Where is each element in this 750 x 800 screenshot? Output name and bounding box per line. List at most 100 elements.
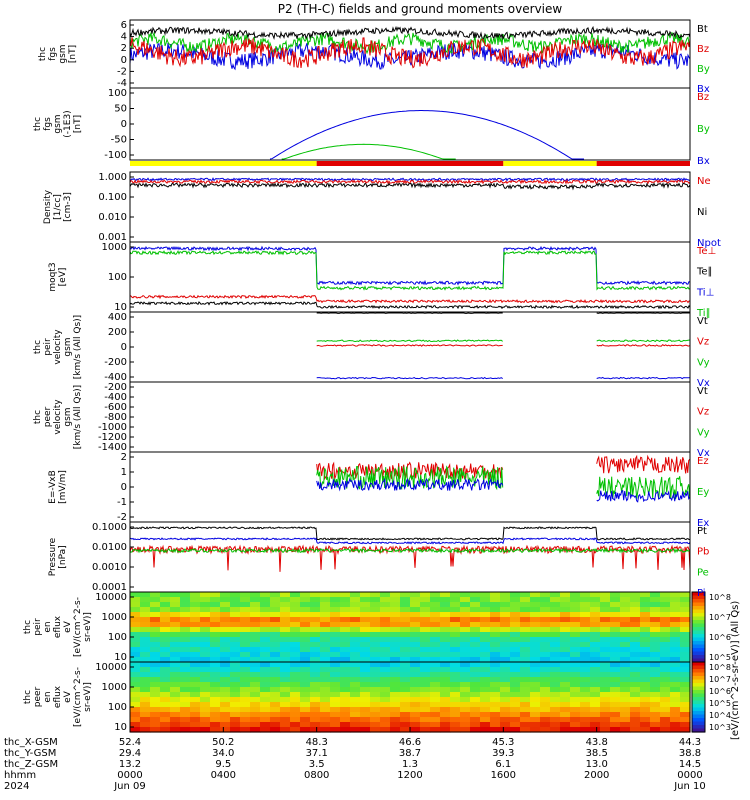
spectrogram-cell <box>330 727 341 733</box>
spectrogram-cell <box>530 602 541 608</box>
vy-line <box>596 339 690 343</box>
spectrogram-cell <box>640 607 651 613</box>
spectrogram-cell <box>190 672 201 678</box>
spectrogram-cell <box>180 657 191 663</box>
spectrogram-cell <box>130 707 141 713</box>
spectrogram-cell <box>620 652 631 658</box>
spectrogram-cell <box>560 687 571 693</box>
spectrogram-cell <box>530 622 541 628</box>
spectrogram-cell <box>480 727 491 733</box>
spectrogram-cell <box>610 637 621 643</box>
spectrogram-cell <box>440 712 451 718</box>
spectrogram-cell <box>480 627 491 633</box>
spectrogram-cell <box>200 667 211 673</box>
spectrogram-cell <box>350 697 361 703</box>
spectrogram-cell <box>300 652 311 658</box>
y-tick-label: 0.100 <box>98 192 127 203</box>
spectrogram-cell <box>590 702 601 708</box>
spectrogram-cell <box>570 657 581 663</box>
spectrogram-cell <box>630 672 641 678</box>
y-axis-label: [km/s (All Qs)] <box>73 315 83 379</box>
spectrogram-cell <box>610 707 621 713</box>
spectrogram-cell <box>270 717 281 723</box>
spectrogram-cell <box>200 692 211 698</box>
spectrogram-cell <box>320 597 331 603</box>
spectrogram-cell <box>240 647 251 653</box>
spectrogram-cell <box>660 667 671 673</box>
spectrogram-cell <box>150 627 161 633</box>
spectrogram-cell <box>290 682 301 688</box>
legend-entry: Pt <box>697 526 707 537</box>
spectrogram-cell <box>290 657 301 663</box>
colorbar-cell <box>692 599 705 604</box>
spectrogram-cell <box>360 722 371 728</box>
spectrogram-cell <box>130 652 141 658</box>
spectrogram-cell <box>340 692 351 698</box>
spectrogram-cell <box>560 632 571 638</box>
spectrogram-cell <box>620 682 631 688</box>
spectrogram-cell <box>540 697 551 703</box>
spectrogram-cell <box>140 607 151 613</box>
spectrogram-cell <box>470 727 481 733</box>
spectrogram-cell <box>310 622 321 628</box>
spectrogram-cell <box>330 652 341 658</box>
spectrogram-cell <box>650 692 661 698</box>
spectrogram-cell <box>410 642 421 648</box>
spectrogram-cell <box>180 607 191 613</box>
x-axis-value: 50.2 <box>212 737 234 748</box>
spectrogram-cell <box>210 707 221 713</box>
spectrogram-cell <box>470 592 481 598</box>
spectrogram-cell <box>150 657 161 663</box>
spectrogram-cell <box>380 647 391 653</box>
spectrogram-cell <box>560 672 571 678</box>
spectrogram-cell <box>590 707 601 713</box>
spectrogram-cell <box>620 597 631 603</box>
colorbar-cell <box>692 637 705 642</box>
spectrogram-cell <box>640 677 651 683</box>
spectrogram-cell <box>340 707 351 713</box>
spectrogram-cell <box>650 637 661 643</box>
colorbar-cell <box>692 644 705 649</box>
spectrogram-cell <box>400 667 411 673</box>
colorbar-frame <box>691 661 706 733</box>
spectrogram-cell <box>650 717 661 723</box>
spectrogram-cell <box>250 602 261 608</box>
spectrogram-cell <box>470 602 481 608</box>
spectrogram-cell <box>240 607 251 613</box>
spectrogram-cell <box>500 602 511 608</box>
spectrogram-cell <box>620 727 631 733</box>
spectrogram-cell <box>670 592 681 598</box>
y-tick-label: -200 <box>104 382 127 393</box>
spectrogram-cell <box>630 597 641 603</box>
spectrogram-cell <box>660 622 671 628</box>
spectrogram-cell <box>360 727 371 733</box>
spectrogram-cell <box>420 632 431 638</box>
spectrogram-cell <box>680 602 691 608</box>
spectrogram-cell <box>220 617 231 623</box>
spectrogram-cell <box>220 637 231 643</box>
vy-line <box>316 339 503 343</box>
spectrogram-cell <box>610 597 621 603</box>
spectrogram-cell <box>430 702 441 708</box>
bt-line <box>129 25 691 41</box>
spectrogram-cell <box>660 617 671 623</box>
legend-entry: Vy <box>697 427 710 438</box>
spectrogram-cell <box>680 652 691 658</box>
colorbar-tick-label: 10^8 <box>709 593 731 602</box>
spectrogram-cell <box>580 622 591 628</box>
spectrogram-cell <box>240 637 251 643</box>
x-axis-value: 13.2 <box>119 759 141 770</box>
spectrogram-cell <box>290 642 301 648</box>
spectrogram-cell <box>510 637 521 643</box>
spectrogram-cell <box>180 652 191 658</box>
spectrogram-cell <box>240 677 251 683</box>
spectrogram-cell <box>380 662 391 668</box>
spectrogram-cell <box>290 692 301 698</box>
spectrogram-cell <box>250 607 261 613</box>
spectrogram-cell <box>130 607 141 613</box>
spectrogram-cell <box>570 727 581 733</box>
spectrogram-cell <box>290 627 301 633</box>
spectrogram-cell <box>430 617 441 623</box>
colorbar-cell <box>692 683 705 688</box>
spectrogram-cell <box>290 607 301 613</box>
